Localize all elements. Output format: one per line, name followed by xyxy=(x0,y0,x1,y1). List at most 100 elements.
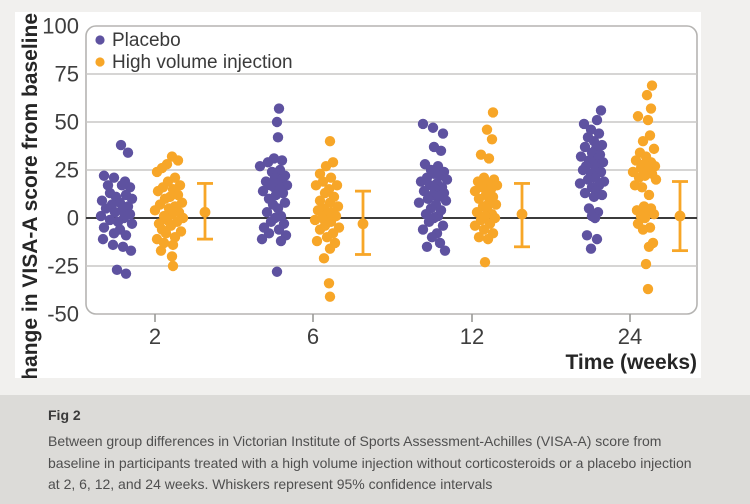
ci-center-dot xyxy=(199,206,211,218)
point-hvi-week12 xyxy=(487,107,499,118)
y-tick-label-100: 100 xyxy=(42,14,79,39)
figure-card: Change in VISA-A score from baseline 100… xyxy=(15,12,701,378)
point-placebo-week24 xyxy=(575,151,587,162)
point-hvi-week24 xyxy=(648,143,660,155)
point-hvi-week6 xyxy=(323,278,335,289)
point-hvi-week2 xyxy=(152,185,164,197)
point-hvi-week24 xyxy=(645,103,657,114)
point-hvi-week6 xyxy=(324,291,336,302)
point-placebo-week6 xyxy=(276,155,288,166)
point-placebo-week2 xyxy=(126,218,138,229)
caption-label: Fig 2 xyxy=(48,407,81,423)
point-placebo-week6 xyxy=(265,216,277,228)
point-hvi-week12 xyxy=(469,220,481,231)
point-hvi-week6 xyxy=(311,235,323,247)
y-tick-label-0: 0 xyxy=(67,206,79,231)
point-hvi-week24 xyxy=(640,258,652,270)
point-placebo-week24 xyxy=(589,212,601,224)
x-axis-label: Time (weeks) xyxy=(565,351,697,374)
point-hvi-week24 xyxy=(641,89,653,101)
point-placebo-week6 xyxy=(275,235,287,247)
point-placebo-week24 xyxy=(593,128,605,139)
point-hvi-week6 xyxy=(309,214,321,226)
x-tick-label-12: 12 xyxy=(460,324,484,349)
x-tick-labels: 2 6 12 24 xyxy=(149,314,642,349)
point-hvi-week24 xyxy=(637,136,649,147)
point-placebo-week2 xyxy=(115,139,127,151)
point-placebo-week24 xyxy=(581,230,593,241)
data-points xyxy=(95,80,662,302)
point-placebo-week24 xyxy=(595,105,607,116)
point-hvi-week12 xyxy=(486,134,498,145)
point-hvi-week6 xyxy=(331,180,343,191)
caption-text: Between group differences in Victorian I… xyxy=(48,433,692,492)
point-placebo-week24 xyxy=(578,118,590,130)
x-tick-label-6: 6 xyxy=(307,324,319,349)
legend-dot-hvi xyxy=(95,57,105,67)
point-placebo-week6 xyxy=(263,228,275,239)
y-tick-label-25: 25 xyxy=(55,158,79,183)
caption-band: Fig 2 Between group differences in Victo… xyxy=(0,395,750,504)
point-placebo-week2 xyxy=(126,193,138,204)
point-placebo-week2 xyxy=(104,214,116,226)
point-placebo-week12 xyxy=(437,220,449,231)
point-hvi-week12 xyxy=(469,185,481,197)
point-placebo-week12 xyxy=(434,237,446,249)
point-placebo-week24 xyxy=(574,178,586,189)
ci-whisker-week2 xyxy=(197,182,213,241)
ci-center-dot xyxy=(357,218,369,230)
x-tick-label-2: 2 xyxy=(149,324,161,349)
point-hvi-week12 xyxy=(481,124,493,135)
point-placebo-week6 xyxy=(262,157,274,168)
point-placebo-week2 xyxy=(108,172,120,183)
ci-whiskers xyxy=(197,180,688,256)
point-placebo-week24 xyxy=(596,189,608,201)
point-placebo-week6 xyxy=(271,116,283,128)
point-hvi-week24 xyxy=(643,189,655,201)
point-placebo-week2 xyxy=(96,195,108,206)
point-placebo-week2 xyxy=(116,180,128,191)
point-placebo-week24 xyxy=(579,141,591,153)
point-placebo-week24 xyxy=(585,243,597,254)
point-placebo-week12 xyxy=(421,241,433,252)
point-hvi-week6 xyxy=(325,172,337,183)
point-hvi-week2 xyxy=(172,189,184,201)
point-hvi-week24 xyxy=(644,130,656,141)
point-hvi-week6 xyxy=(310,180,322,191)
point-hvi-week2 xyxy=(166,251,178,262)
point-hvi-week6 xyxy=(319,187,331,199)
point-hvi-week6 xyxy=(324,243,336,254)
point-placebo-week2 xyxy=(124,182,136,193)
point-hvi-week2 xyxy=(151,166,163,178)
point-hvi-week24 xyxy=(646,80,658,91)
point-placebo-week6 xyxy=(272,132,284,143)
y-tick-label-75: 75 xyxy=(55,62,79,87)
point-hvi-week12 xyxy=(483,153,495,164)
point-placebo-week2 xyxy=(95,210,107,222)
point-placebo-week6 xyxy=(257,185,269,197)
point-hvi-week12 xyxy=(482,233,494,245)
point-hvi-week12 xyxy=(478,224,490,235)
point-hvi-week2 xyxy=(160,228,172,239)
point-placebo-week12 xyxy=(417,118,429,130)
point-hvi-week6 xyxy=(318,253,330,264)
point-hvi-week6 xyxy=(312,205,324,216)
point-hvi-week24 xyxy=(636,182,648,193)
point-hvi-week12 xyxy=(475,149,487,160)
point-placebo-week12 xyxy=(426,232,438,243)
point-hvi-week6 xyxy=(314,195,326,206)
point-placebo-week2 xyxy=(109,207,121,218)
point-hvi-week2 xyxy=(155,245,167,256)
point-placebo-week2 xyxy=(108,228,120,239)
point-placebo-week24 xyxy=(579,187,591,199)
point-hvi-week2 xyxy=(167,239,179,251)
y-tick-label--50: -50 xyxy=(47,302,79,327)
point-hvi-week12 xyxy=(473,193,485,204)
point-placebo-week2 xyxy=(100,203,112,214)
point-placebo-week12 xyxy=(440,195,452,206)
point-hvi-week24 xyxy=(630,155,642,166)
point-placebo-week6 xyxy=(273,224,285,235)
ci-center-dot xyxy=(674,210,686,222)
point-placebo-week2 xyxy=(120,230,132,241)
y-tick-label-50: 50 xyxy=(55,110,79,135)
